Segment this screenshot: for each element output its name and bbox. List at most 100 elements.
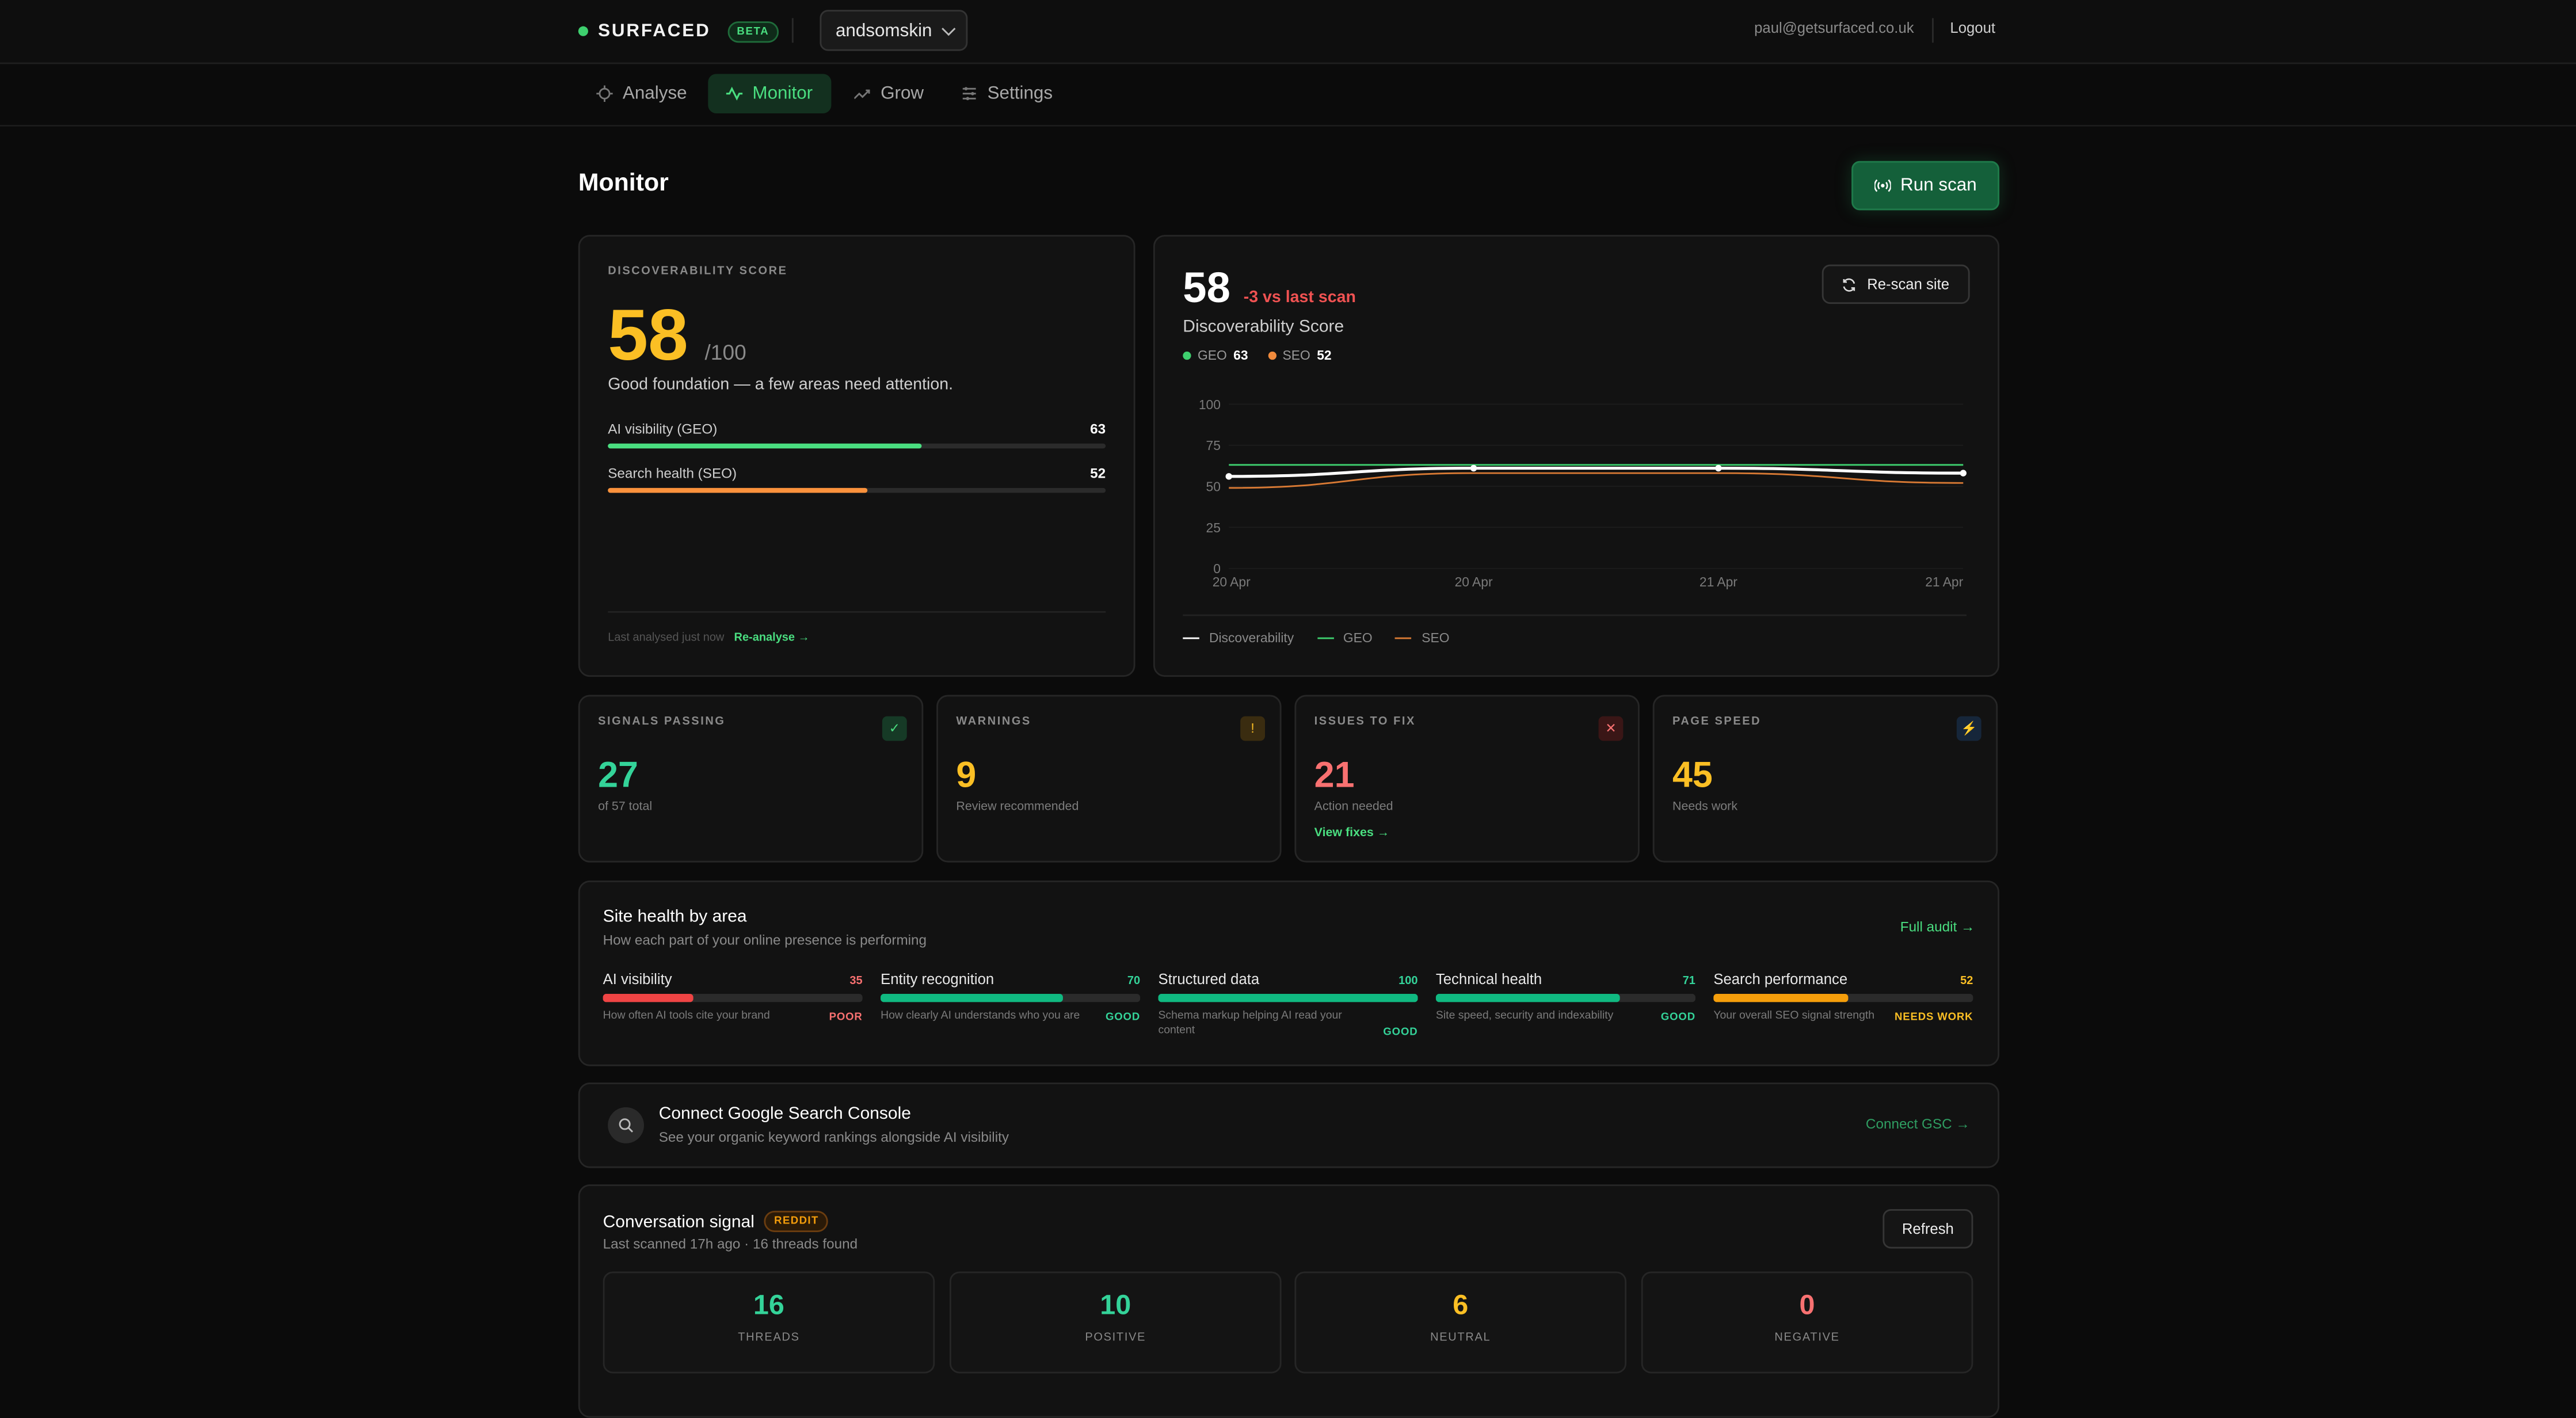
reanalyse-link[interactable]: Re-analyse → xyxy=(734,632,810,645)
stat-label: WARNINGS xyxy=(956,716,1031,728)
status-dot-icon xyxy=(578,26,588,36)
area-status: GOOD xyxy=(1105,1012,1141,1024)
beta-badge: BETA xyxy=(727,20,779,42)
health-area: Structured data 100 Schema markup helpin… xyxy=(1158,971,1418,1039)
tab-label: Monitor xyxy=(752,83,813,104)
conversation-stat: 10 POSITIVE xyxy=(949,1271,1282,1374)
area-status: GOOD xyxy=(1383,1027,1418,1039)
chevron-down-icon xyxy=(942,21,957,35)
area-title: Technical health xyxy=(1435,971,1542,988)
seo-row-value: 52 xyxy=(1090,464,1106,482)
tab-monitor[interactable]: Monitor xyxy=(708,74,831,113)
legend-geo: GEO xyxy=(1343,631,1373,646)
brand[interactable]: SURFACED BETA xyxy=(578,0,779,62)
score-card: DISCOVERABILITY SCORE 58 /100 Good found… xyxy=(578,235,1135,677)
connect-gsc-link[interactable]: Connect GSC → xyxy=(1865,1115,1970,1132)
area-title: Entity recognition xyxy=(881,971,994,988)
geo-label: GEO xyxy=(1198,348,1227,363)
area-title: Structured data xyxy=(1158,971,1260,988)
rescan-button[interactable]: Re-scan site xyxy=(1822,264,1970,304)
search-icon xyxy=(608,1107,645,1143)
data-point xyxy=(1470,464,1477,472)
seo-row-label: Search health (SEO) xyxy=(608,464,737,482)
tab-label: Grow xyxy=(881,83,924,104)
chart-legend: Discoverability GEO SEO xyxy=(1183,631,1450,646)
area-description: Site speed, security and indexability xyxy=(1435,1010,1614,1022)
series-line-discoverability xyxy=(1229,466,1964,478)
y-tick-label: 50 xyxy=(1206,479,1221,494)
site-selector[interactable]: andsomskin xyxy=(820,10,968,51)
geo-row: AI visibility (GEO) 63 xyxy=(608,421,1106,449)
stat-sub: Review recommended xyxy=(956,798,1079,814)
legend-seo: SEO xyxy=(1422,631,1450,646)
conversation-stat: 16 THREADS xyxy=(603,1271,935,1374)
trend-up-icon xyxy=(854,89,870,100)
legend-swatch-discoverability xyxy=(1183,636,1199,640)
conversation-stat-value: 0 xyxy=(1799,1289,1815,1321)
geo-dot-icon xyxy=(1183,351,1191,360)
area-description: How often AI tools cite your brand xyxy=(603,1010,770,1022)
area-title: Search performance xyxy=(1713,971,1848,988)
legend-swatch-seo xyxy=(1395,636,1412,640)
stat-card: SIGNALS PASSING ✓ 27 of 57 total xyxy=(578,695,924,863)
trend-subtitle: Discoverability Score xyxy=(1183,317,1344,337)
conversation-subtitle: Last scanned 17h ago · 16 threads found xyxy=(603,1235,858,1252)
stat-sub: of 57 total xyxy=(598,798,653,814)
divider xyxy=(791,18,794,43)
conversation-title: Conversation signal xyxy=(603,1211,754,1232)
check-icon: ✓ xyxy=(882,716,907,741)
area-progress-bar xyxy=(881,994,1141,1002)
stat-value: 27 xyxy=(598,754,638,795)
run-scan-label: Run scan xyxy=(1900,176,1977,196)
stat-sub: Action needed xyxy=(1314,798,1393,814)
trend-card: 58 -3 vs last scan Discoverability Score… xyxy=(1153,235,2000,677)
last-analysed: Last analysed just now xyxy=(608,632,725,645)
area-progress-bar xyxy=(1158,994,1418,1002)
legend-swatch-geo xyxy=(1317,636,1333,640)
area-status: GOOD xyxy=(1660,1012,1695,1024)
x-tick-label: 20 Apr xyxy=(1455,574,1493,589)
run-scan-button[interactable]: Run scan xyxy=(1851,161,2000,211)
trend-delta: -3 vs last scan xyxy=(1243,289,1356,307)
conversation-stat-label: THREADS xyxy=(738,1332,800,1344)
stat-card: WARNINGS ! 9 Review recommended xyxy=(936,695,1282,863)
area-score: 70 xyxy=(1127,975,1141,988)
tab-label: Analyse xyxy=(622,83,687,104)
top-bar: SURFACED BETA andsomskin paul@getsurface… xyxy=(0,0,2576,64)
conversation-stat: 6 NEUTRAL xyxy=(1294,1271,1627,1374)
logout-link[interactable]: Logout xyxy=(1950,20,1996,36)
x-tick-label: 21 Apr xyxy=(1699,574,1737,589)
score-summary: Good foundation — a few areas need atten… xyxy=(608,376,954,395)
seo-value: 52 xyxy=(1317,348,1332,363)
geo-row-label: AI visibility (GEO) xyxy=(608,420,718,437)
site-selector-label: andsomskin xyxy=(835,20,932,40)
seo-dot-icon xyxy=(1267,351,1276,360)
bolt-icon: ⚡ xyxy=(1956,716,1981,741)
site-health-title: Site health by area xyxy=(603,906,747,927)
stat-card: PAGE SPEED ⚡ 45 Needs work xyxy=(1652,695,1998,863)
site-health-subtitle: How each part of your online presence is… xyxy=(603,931,927,948)
stat-sub: Needs work xyxy=(1672,798,1738,814)
full-audit-link[interactable]: Full audit → xyxy=(1900,918,1975,935)
refresh-button[interactable]: Refresh xyxy=(1883,1209,1973,1249)
stat-value: 45 xyxy=(1672,754,1713,795)
tab-grow[interactable]: Grow xyxy=(836,74,942,113)
tab-settings[interactable]: Settings xyxy=(943,74,1071,113)
health-area: Technical health 71 Site speed, security… xyxy=(1435,971,1695,1024)
data-point xyxy=(1960,470,1967,477)
rescan-label: Re-scan site xyxy=(1867,276,1950,293)
area-progress-bar xyxy=(1435,994,1695,1002)
tab-label: Settings xyxy=(987,83,1053,104)
gsc-title: Connect Google Search Console xyxy=(658,1104,911,1124)
tab-analyse[interactable]: Analyse xyxy=(578,74,705,113)
view-fixes-link[interactable]: View fixes → xyxy=(1314,825,1390,840)
geo-value: 63 xyxy=(1233,348,1248,363)
stat-value: 21 xyxy=(1314,754,1355,795)
area-status: NEEDS WORK xyxy=(1894,1012,1973,1024)
data-point xyxy=(1225,473,1232,480)
conversation-stat-value: 16 xyxy=(753,1289,784,1321)
conversation-stat-label: NEGATIVE xyxy=(1774,1332,1840,1344)
y-tick-label: 100 xyxy=(1199,397,1221,412)
sliders-icon xyxy=(962,87,976,101)
